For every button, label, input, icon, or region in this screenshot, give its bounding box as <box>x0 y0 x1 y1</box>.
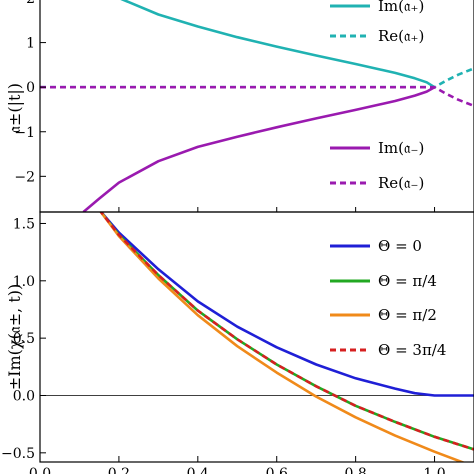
bottom-x-tick-label: 0.8 <box>345 466 367 474</box>
bottom-panel: −0.5 0.0 0.5 1.0 1.5 0.0 0.2 0.4 0.6 0.8 1.0 ±Im(χ… <box>1 212 474 474</box>
bottom-y-tick-label: 0.5 <box>13 331 35 347</box>
bottom-legend-label: Θ = π/2 <box>378 306 437 324</box>
top-y-axis: −2 −1 0 1 2 <box>14 0 436 212</box>
top-panel: −2 −1 0 1 2 𝔞±(|t|) Im(𝔞₊) Re(𝔞₊) Im(𝔞₋) Re(𝔞₋) <box>5 0 474 212</box>
top-legend-item: Im(𝔞₋) <box>330 139 424 157</box>
bottom-series-theta_0 <box>99 212 474 397</box>
top-legend-item: Im(𝔞₊) <box>330 0 424 15</box>
bottom-legend-item: Θ = 0 <box>330 237 422 255</box>
bottom-legend-item: Θ = π/2 <box>330 306 437 324</box>
bottom-y-tick-label: 1.5 <box>13 216 35 232</box>
top-legend-item: Re(𝔞₋) <box>330 174 424 192</box>
bottom-x-tick-label: 0.0 <box>29 466 51 474</box>
bottom-y-tick-label: 0.0 <box>13 388 35 404</box>
top-series-Re_a_minus <box>40 85 474 108</box>
bottom-legend: Θ = 0 Θ = π/4 Θ = π/2 Θ = 3π/4 <box>330 237 446 359</box>
bottom-y-axis-title: ±Im(χ(𝔞±, t)) <box>5 284 24 391</box>
top-plot-area <box>40 0 474 212</box>
bottom-y-tick-label: −0.5 <box>1 446 35 462</box>
top-legend-label: Im(𝔞₋) <box>378 139 424 157</box>
top-legend-label: Im(𝔞₊) <box>378 0 424 15</box>
top-legend: Im(𝔞₊) Re(𝔞₊) Im(𝔞₋) Re(𝔞₋) <box>330 0 424 192</box>
bottom-x-tick-label: 0.4 <box>187 466 209 474</box>
top-series-Im_a_plus <box>120 0 436 89</box>
bottom-axes: −0.5 0.0 0.5 1.0 1.5 0.0 0.2 0.4 0.6 0.8 1.0 <box>1 216 446 474</box>
bottom-x-tick-label: 1.0 <box>423 466 445 474</box>
bottom-series-theta_pi2 <box>99 212 466 462</box>
top-y-tick-label: 1 <box>26 36 35 52</box>
bottom-y-tick-label: 1.0 <box>13 274 35 290</box>
bottom-legend-item: Θ = 3π/4 <box>330 341 446 359</box>
top-y-tick-label: 2 <box>26 0 35 7</box>
top-legend-label: Re(𝔞₊) <box>378 27 424 45</box>
bottom-frame <box>39 211 474 463</box>
top-y-axis-title: 𝔞±(|t|) <box>5 83 24 133</box>
top-y-tick-label: −1 <box>14 125 35 141</box>
bottom-legend-label: Θ = 3π/4 <box>378 341 446 359</box>
bottom-legend-label: Θ = π/4 <box>378 272 437 290</box>
bottom-series-theta_3pi4 <box>99 212 474 451</box>
top-legend-label: Re(𝔞₋) <box>378 174 424 192</box>
bottom-x-tick-label: 0.2 <box>108 466 130 474</box>
top-y-tick-label: −2 <box>14 169 35 185</box>
bottom-legend-item: Θ = π/4 <box>330 272 437 290</box>
top-series-Im_a_minus <box>82 86 436 212</box>
bottom-legend-label: Θ = 0 <box>378 237 422 255</box>
top-y-tick-label: 0 <box>26 80 35 96</box>
bottom-plot-area <box>40 212 474 462</box>
top-legend-item: Re(𝔞₊) <box>330 27 424 45</box>
bottom-x-tick-label: 0.6 <box>266 466 288 474</box>
